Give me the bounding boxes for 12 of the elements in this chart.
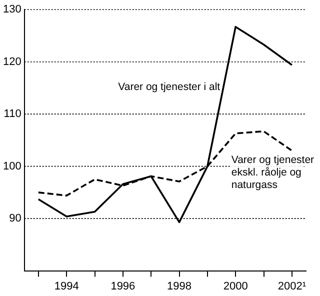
x-tick-label: 1996 [110, 280, 136, 292]
y-tick-label: 110 [4, 108, 22, 120]
y-tick-label: 90 [9, 212, 22, 225]
series-label: Varer og tjenester i alt [118, 80, 220, 93]
x-tick-label: 2002¹ [278, 280, 306, 292]
x-tick-label: 1994 [54, 280, 79, 292]
y-tick-label: 100 [2, 160, 22, 172]
x-tick-label: 2000 [223, 280, 248, 292]
x-tick-label: 1998 [167, 280, 192, 292]
series-label: Varer og tjenester ekskl. råolje og naturgass [231, 154, 315, 191]
y-tick-label: 120 [2, 56, 22, 68]
y-tick-label: 130 [2, 4, 22, 16]
